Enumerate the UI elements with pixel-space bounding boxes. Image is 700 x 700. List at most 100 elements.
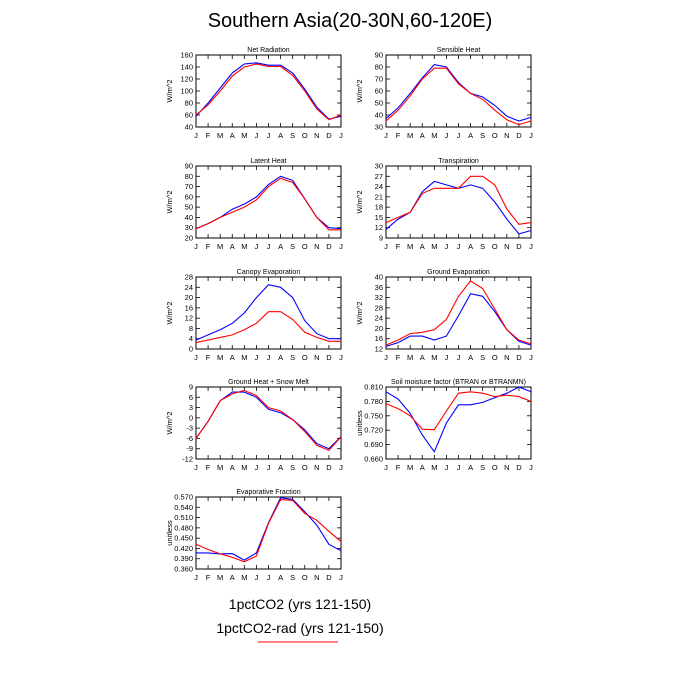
panel-title: Evaporative Fraction (236, 489, 300, 496)
y-axis-label: unitless (165, 520, 174, 546)
x-tick-label: J (339, 463, 343, 472)
x-tick-label: M (241, 131, 247, 140)
panel-title: Soil moisture factor (BTRAN or BTRANMN) (391, 379, 526, 386)
x-tick-label: N (314, 353, 319, 362)
x-tick-label: N (314, 242, 319, 251)
y-tick-label: 50 (375, 99, 383, 108)
x-tick-label: O (492, 131, 498, 140)
x-tick-label: J (384, 353, 388, 362)
x-tick-label: J (457, 353, 461, 362)
y-tick-label: 16 (375, 334, 383, 343)
x-tick-label: J (267, 242, 271, 251)
series-line-red (195, 311, 341, 344)
x-tick-label: J (445, 463, 449, 472)
x-tick-label: O (302, 573, 308, 582)
x-tick-label: J (194, 131, 198, 140)
panel-title: Ground Evaporation (427, 269, 490, 276)
y-tick-label: -3 (186, 424, 193, 433)
x-tick-label: A (230, 573, 235, 582)
x-tick-label: S (480, 131, 485, 140)
x-tick-label: F (396, 242, 401, 251)
y-tick-label: 50 (185, 203, 193, 212)
x-tick-label: M (431, 242, 437, 251)
x-tick-label: A (420, 463, 425, 472)
x-tick-label: F (396, 353, 401, 362)
x-tick-label: D (326, 242, 332, 251)
panel-title: Net Radiation (247, 47, 290, 54)
panel-8: Soil moisture factor (BTRAN or BTRANMN) 0… (355, 379, 533, 472)
x-tick-label: J (267, 131, 271, 140)
x-tick-label: N (314, 463, 319, 472)
x-tick-label: J (529, 131, 533, 140)
panel-frame (385, 54, 532, 128)
y-tick-label: 80 (375, 63, 383, 72)
x-tick-label: A (278, 131, 283, 140)
x-tick-label: A (468, 242, 473, 251)
series-line-red (195, 389, 342, 452)
y-tick-label: 160 (180, 51, 193, 60)
x-tick-label: F (396, 463, 401, 472)
x-tick-label: J (457, 242, 461, 251)
y-tick-label: 0 (189, 413, 193, 422)
series-line-red (385, 67, 532, 126)
x-tick-label: D (326, 463, 332, 472)
x-tick-label: J (339, 242, 343, 251)
y-tick-label: 0.720 (364, 426, 383, 435)
y-tick-label: 18 (375, 203, 383, 212)
x-tick-label: J (267, 463, 271, 472)
y-tick-label: 70 (375, 75, 383, 84)
y-tick-label: 20 (185, 293, 193, 302)
x-tick-label: N (504, 242, 509, 251)
x-tick-label: J (255, 131, 259, 140)
x-tick-label: A (230, 463, 235, 472)
panel-frame (195, 165, 342, 239)
x-tick-label: M (217, 131, 223, 140)
series-line-red (195, 63, 342, 121)
x-tick-label: J (267, 353, 271, 362)
x-tick-label: A (468, 463, 473, 472)
x-tick-label: M (431, 353, 437, 362)
legend-label-red: 1pctCO2-rad (yrs 121-150) (216, 620, 384, 636)
x-tick-label: D (516, 463, 522, 472)
series-line-red (385, 391, 532, 431)
x-tick-label: J (339, 573, 343, 582)
y-axis-label: W/m^2 (165, 190, 174, 213)
series-line-blue (196, 497, 342, 561)
series-line-red (385, 280, 532, 346)
x-tick-label: S (290, 131, 295, 140)
y-tick-label: 28 (185, 273, 193, 282)
y-tick-label: 0 (189, 345, 193, 354)
x-tick-label: S (480, 242, 485, 251)
x-tick-label: N (314, 573, 319, 582)
x-tick-label: N (314, 131, 319, 140)
y-tick-label: -12 (182, 455, 193, 464)
x-tick-label: J (255, 573, 259, 582)
panel-title: Ground Heat + Snow Melt (228, 379, 309, 386)
panel-title: Latent Heat (250, 158, 286, 165)
x-tick-label: S (480, 353, 485, 362)
series-line-blue (195, 175, 342, 230)
x-tick-label: J (255, 353, 259, 362)
y-axis-label: unitless (355, 410, 364, 436)
x-tick-label: M (407, 242, 413, 251)
x-tick-label: F (206, 353, 211, 362)
y-tick-label: 0.810 (364, 383, 383, 392)
y-tick-label: 24 (185, 283, 193, 292)
y-tick-label: 90 (375, 51, 383, 60)
x-tick-label: O (492, 242, 498, 251)
y-tick-label: 20 (375, 324, 383, 333)
y-tick-label: 28 (375, 303, 383, 312)
y-tick-label: 60 (185, 192, 193, 201)
y-tick-label: 140 (180, 63, 193, 72)
x-tick-label: A (278, 463, 283, 472)
y-tick-label: 0.450 (174, 534, 193, 543)
x-tick-label: D (516, 353, 522, 362)
x-tick-label: A (468, 131, 473, 140)
x-tick-label: A (420, 242, 425, 251)
x-tick-label: O (492, 353, 498, 362)
x-tick-label: M (217, 242, 223, 251)
x-tick-label: A (230, 131, 235, 140)
y-axis-label: W/m^2 (355, 79, 364, 102)
x-tick-label: O (492, 463, 498, 472)
